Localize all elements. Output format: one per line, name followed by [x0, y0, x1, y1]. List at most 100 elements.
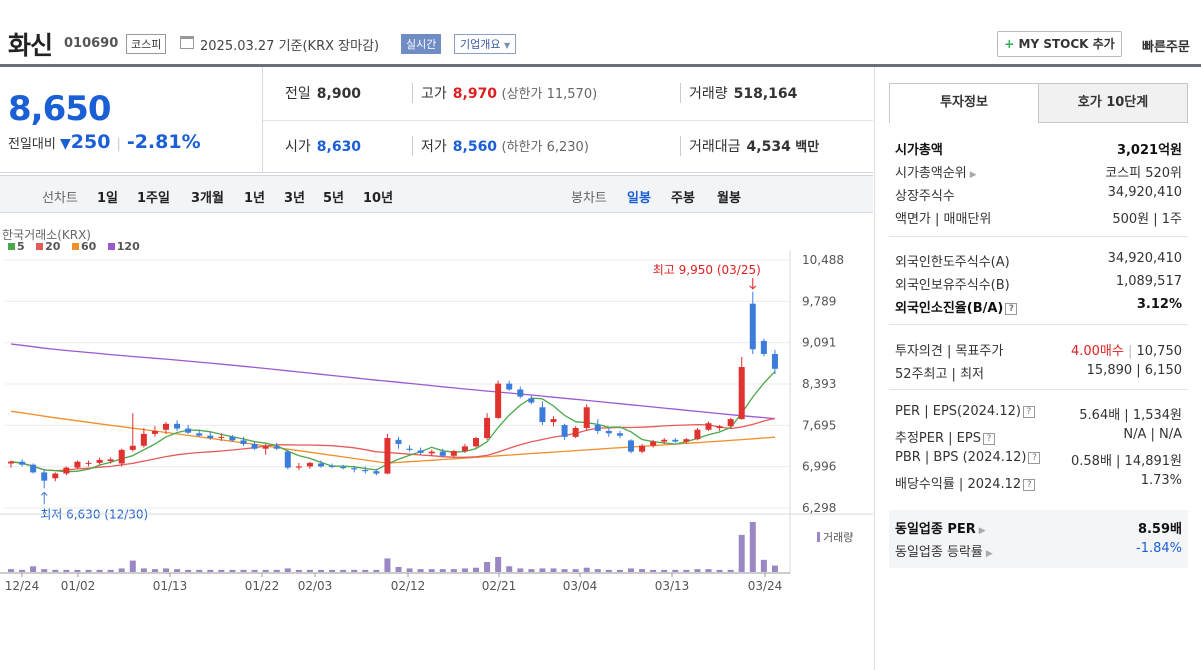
period-weekly[interactable]: 주봉: [671, 191, 695, 206]
row-per: PER | EPS(2024.12)? 5.64배 | 1,534원: [895, 404, 1182, 423]
header-divider: [0, 64, 1201, 67]
volume-bar: [683, 569, 690, 572]
candle-body: [196, 433, 203, 436]
candle-body: [417, 450, 424, 453]
low-price: 저가 8,560 (하한가 6,230): [412, 136, 589, 156]
corp-info-dropdown[interactable]: 기업개요 ▼: [454, 34, 517, 54]
line-chart-label: 선차트: [42, 191, 78, 206]
candle-body: [583, 407, 590, 428]
candle-body: [683, 439, 690, 442]
ma-legend: 5 20 60 120: [8, 240, 148, 253]
row-par-value: 액면가 | 매매단위 500원 | 1주: [895, 212, 1182, 227]
volume-bar: [151, 569, 158, 572]
candle-body: [406, 448, 413, 450]
volume-bar: [140, 568, 147, 572]
candle-body: [484, 417, 491, 439]
volume-bar: [295, 569, 302, 572]
volume-bar: [118, 568, 125, 572]
volume-bar: [439, 569, 446, 572]
stock-code: 010690: [64, 36, 119, 51]
period-10y[interactable]: 10년: [363, 191, 394, 206]
high-note: 최고 9,950 (03/25): [653, 263, 761, 277]
mystock-add-button[interactable]: + MY STOCK 추가: [997, 31, 1122, 57]
period-1w[interactable]: 1주일: [137, 191, 170, 206]
volume-bar: [517, 568, 524, 572]
volume-bar: [384, 558, 391, 572]
x-tick-label: 12/24: [5, 579, 40, 593]
row-opinion: 투자의견 | 목표주가 4.00매수 | 10,750: [895, 344, 1182, 359]
help-icon[interactable]: ?: [1028, 452, 1041, 464]
candle-body: [240, 440, 247, 444]
volume-bar: [240, 569, 247, 572]
candlestick-svg[interactable]: 10,488 9,789 9,091 8,393 7,695 6,996 6,298 최고 9…: [0, 214, 873, 614]
stock-header: 화신 010690 코스피 2025.03.27 기준(KRX 장마감) 실시간…: [0, 0, 1201, 64]
ma-120-line: [10, 343, 775, 420]
volume-bar: [694, 569, 701, 572]
volume-bar: [705, 569, 712, 572]
volume-bar: [96, 569, 103, 572]
period-1d[interactable]: 1일: [97, 191, 119, 206]
period-5y[interactable]: 5년: [323, 191, 345, 206]
candle-body: [262, 446, 269, 449]
candle-body: [273, 446, 280, 449]
realtime-button[interactable]: 실시간: [401, 34, 442, 54]
candle-body: [694, 429, 701, 440]
volume-bar: [8, 569, 14, 572]
row-52week: 52주최고 | 최저 15,890 | 6,150: [895, 363, 1182, 382]
help-icon[interactable]: ?: [1023, 479, 1036, 491]
candle-body: [96, 459, 103, 463]
volume-bar: [473, 567, 479, 572]
candle-body: [672, 439, 679, 442]
volume-bar: [218, 569, 225, 572]
market-badge: 코스피: [126, 34, 167, 54]
volume-bar: [771, 565, 778, 572]
period-bar: 선차트 1일 1주일 3개월 1년 3년 5년 10년 봉차트 일봉 주봉 월봉: [0, 175, 873, 213]
volume-label: 거래량: [823, 531, 853, 544]
info-divider: [889, 389, 1188, 390]
period-monthly[interactable]: 월봉: [717, 191, 741, 206]
chevron-down-icon: ▼: [503, 41, 511, 50]
row-peer-rate[interactable]: 동일업종 등락률 ▶ -1.84%: [895, 541, 1182, 560]
period-3m[interactable]: 3개월: [191, 191, 224, 206]
period-3y[interactable]: 3년: [284, 191, 306, 206]
candle-body: [207, 435, 214, 439]
candle-body: [351, 468, 358, 470]
chevron-right-icon: ▶: [978, 526, 986, 536]
candle-body: [19, 461, 26, 465]
volume-bar: [362, 569, 369, 572]
volume-bar: [495, 557, 502, 572]
volume-bar: [572, 569, 579, 572]
tab-hoga[interactable]: 호가 10단계: [1038, 83, 1188, 123]
volume-bar: [550, 568, 557, 572]
candle-body: [373, 471, 380, 474]
period-daily[interactable]: 일봉: [627, 191, 651, 206]
y-tick-label: 9,789: [802, 294, 836, 308]
volume-bar: [373, 569, 380, 572]
candle-body: [738, 367, 745, 420]
change-amount: 250: [70, 131, 111, 153]
help-icon[interactable]: ?: [1005, 303, 1018, 315]
row-peer-per[interactable]: 동일업종 PER ▶ 8.59배: [895, 522, 1182, 537]
volume-bar: [583, 567, 590, 572]
quick-order-link[interactable]: 빠른주문: [1142, 40, 1190, 55]
volume-bar: [306, 569, 313, 572]
volume-bar: [672, 569, 679, 572]
help-icon[interactable]: ?: [982, 433, 995, 445]
candle-body: [340, 467, 347, 469]
plus-icon: +: [1004, 37, 1015, 51]
period-1y[interactable]: 1년: [244, 191, 266, 206]
row-cap-rank[interactable]: 시가총액순위 ▶ 코스피 520위: [895, 166, 1182, 181]
volume-bar: [129, 560, 136, 572]
candle-body: [140, 433, 147, 446]
tab-invest-info[interactable]: 투자정보: [889, 83, 1039, 123]
help-icon[interactable]: ?: [1022, 406, 1035, 418]
volume-bar: [185, 569, 192, 572]
candle-body: [461, 446, 468, 452]
candle-body: [118, 449, 125, 464]
current-price: 8,650: [8, 89, 112, 129]
candle-body: [41, 472, 48, 481]
candle-body: [163, 423, 169, 430]
info-tabs: 투자정보 호가 10단계: [889, 83, 1188, 123]
calendar-icon: [180, 36, 194, 49]
volume-bar: [207, 569, 214, 572]
